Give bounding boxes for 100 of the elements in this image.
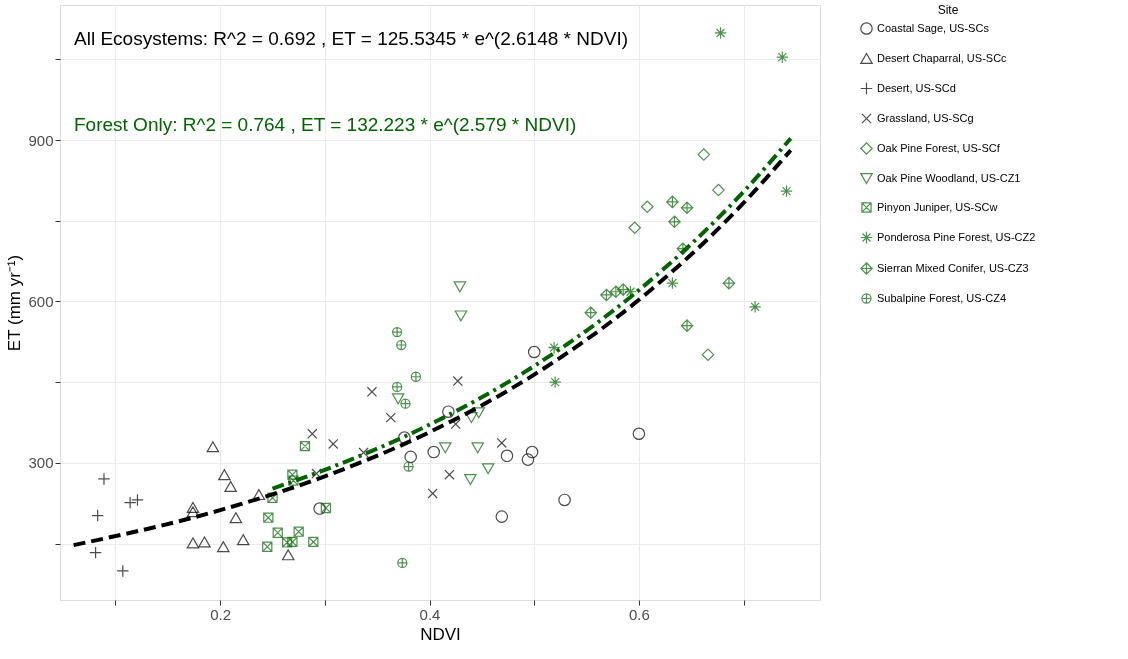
- point: [263, 512, 274, 523]
- x-tick-label: 0.6: [628, 605, 650, 623]
- point: [287, 469, 298, 480]
- point: [397, 557, 408, 569]
- point: [287, 536, 298, 548]
- point: [391, 393, 405, 405]
- point: [438, 442, 452, 454]
- point: [697, 148, 711, 161]
- legend-label: Coastal Sage, US-SCs: [877, 21, 990, 34]
- line-series: [71, 148, 793, 548]
- point: [442, 405, 455, 418]
- point: [293, 526, 304, 537]
- point: [481, 463, 495, 475]
- point: [500, 449, 514, 463]
- point: [398, 431, 411, 444]
- point: [328, 438, 339, 450]
- point: [404, 450, 417, 464]
- point: [224, 480, 237, 493]
- point: [217, 541, 230, 553]
- point: [776, 50, 789, 64]
- point: [396, 339, 407, 351]
- point: [299, 440, 311, 452]
- point: [628, 221, 642, 235]
- y-tick-label: 900: [28, 131, 54, 149]
- x-axis-title: NDVI: [420, 624, 461, 644]
- point: [391, 381, 403, 393]
- point: [521, 453, 535, 466]
- point: [288, 475, 299, 486]
- point: [307, 428, 318, 439]
- point: [548, 375, 562, 389]
- point: [400, 398, 411, 409]
- legend-title: Site: [937, 3, 959, 17]
- point: [454, 310, 468, 322]
- point: [452, 375, 463, 387]
- point: [701, 348, 715, 361]
- point: [450, 418, 461, 430]
- annotation: Forest Only: R^2 = 0.764 , ET = 132.223 * e^(2.579 * NDVI): [74, 114, 577, 135]
- point: [616, 283, 630, 296]
- point: [495, 510, 509, 523]
- point: [403, 461, 414, 472]
- point: [252, 489, 266, 501]
- point: [668, 215, 681, 229]
- y-tick-label: 600: [28, 292, 54, 310]
- legend-label: Desert, US-SCd: [877, 81, 956, 94]
- y-tick-label: 300: [28, 454, 54, 472]
- point: [358, 447, 369, 458]
- legend-label: Oak Pine Forest, US-SCf: [877, 141, 1001, 154]
- point: [676, 242, 690, 255]
- point: [366, 386, 378, 397]
- point: [272, 527, 283, 538]
- x-tick-label: 0.4: [419, 605, 441, 623]
- point: [525, 445, 539, 459]
- point: [410, 371, 422, 382]
- point: [748, 300, 762, 314]
- point: [427, 488, 438, 499]
- point: [714, 26, 727, 40]
- point: [262, 541, 273, 552]
- point: [281, 549, 295, 561]
- point: [712, 183, 725, 197]
- point: [680, 319, 694, 332]
- point: [91, 509, 104, 522]
- point: [186, 537, 200, 549]
- point: [600, 288, 613, 302]
- point: [218, 469, 231, 481]
- point: [640, 200, 654, 214]
- point: [780, 184, 793, 198]
- point: [229, 512, 243, 524]
- legend-label: Subalpine Forest, US-CZ4: [877, 291, 1006, 304]
- point: [186, 506, 200, 518]
- point: [624, 285, 637, 299]
- point: [453, 281, 467, 293]
- point: [666, 195, 679, 209]
- point: [186, 501, 200, 514]
- point: [547, 341, 561, 354]
- point: [198, 536, 211, 548]
- point: [391, 326, 403, 338]
- annotation: All Ecosystems: R^2 = 0.692 , ET = 125.5345 * e^(2.6148 * NDVI): [74, 28, 628, 49]
- point: [666, 276, 679, 290]
- point: [236, 534, 250, 546]
- point: [206, 441, 220, 453]
- line-series: [270, 136, 793, 491]
- point: [464, 473, 477, 486]
- point: [496, 437, 507, 449]
- point: [471, 442, 484, 454]
- legend-label: Sierran Mixed Conifer, US-CZ3: [877, 261, 1029, 274]
- point: [320, 502, 332, 514]
- point: [584, 306, 598, 320]
- point: [444, 469, 455, 480]
- legend-label: Desert Chaparral, US-SCc: [877, 51, 1008, 64]
- x-tick-label: 0.2: [210, 605, 232, 623]
- point: [722, 276, 736, 290]
- point: [472, 407, 486, 419]
- legend-label: Ponderosa Pine Forest, US-CZ2: [877, 230, 1036, 243]
- point: [267, 492, 278, 503]
- point: [308, 536, 319, 548]
- point: [313, 502, 326, 515]
- point: [311, 468, 322, 479]
- legend-label: Pinyon Juniper, US-SCw: [877, 200, 998, 213]
- point: [632, 427, 646, 441]
- point: [609, 285, 623, 299]
